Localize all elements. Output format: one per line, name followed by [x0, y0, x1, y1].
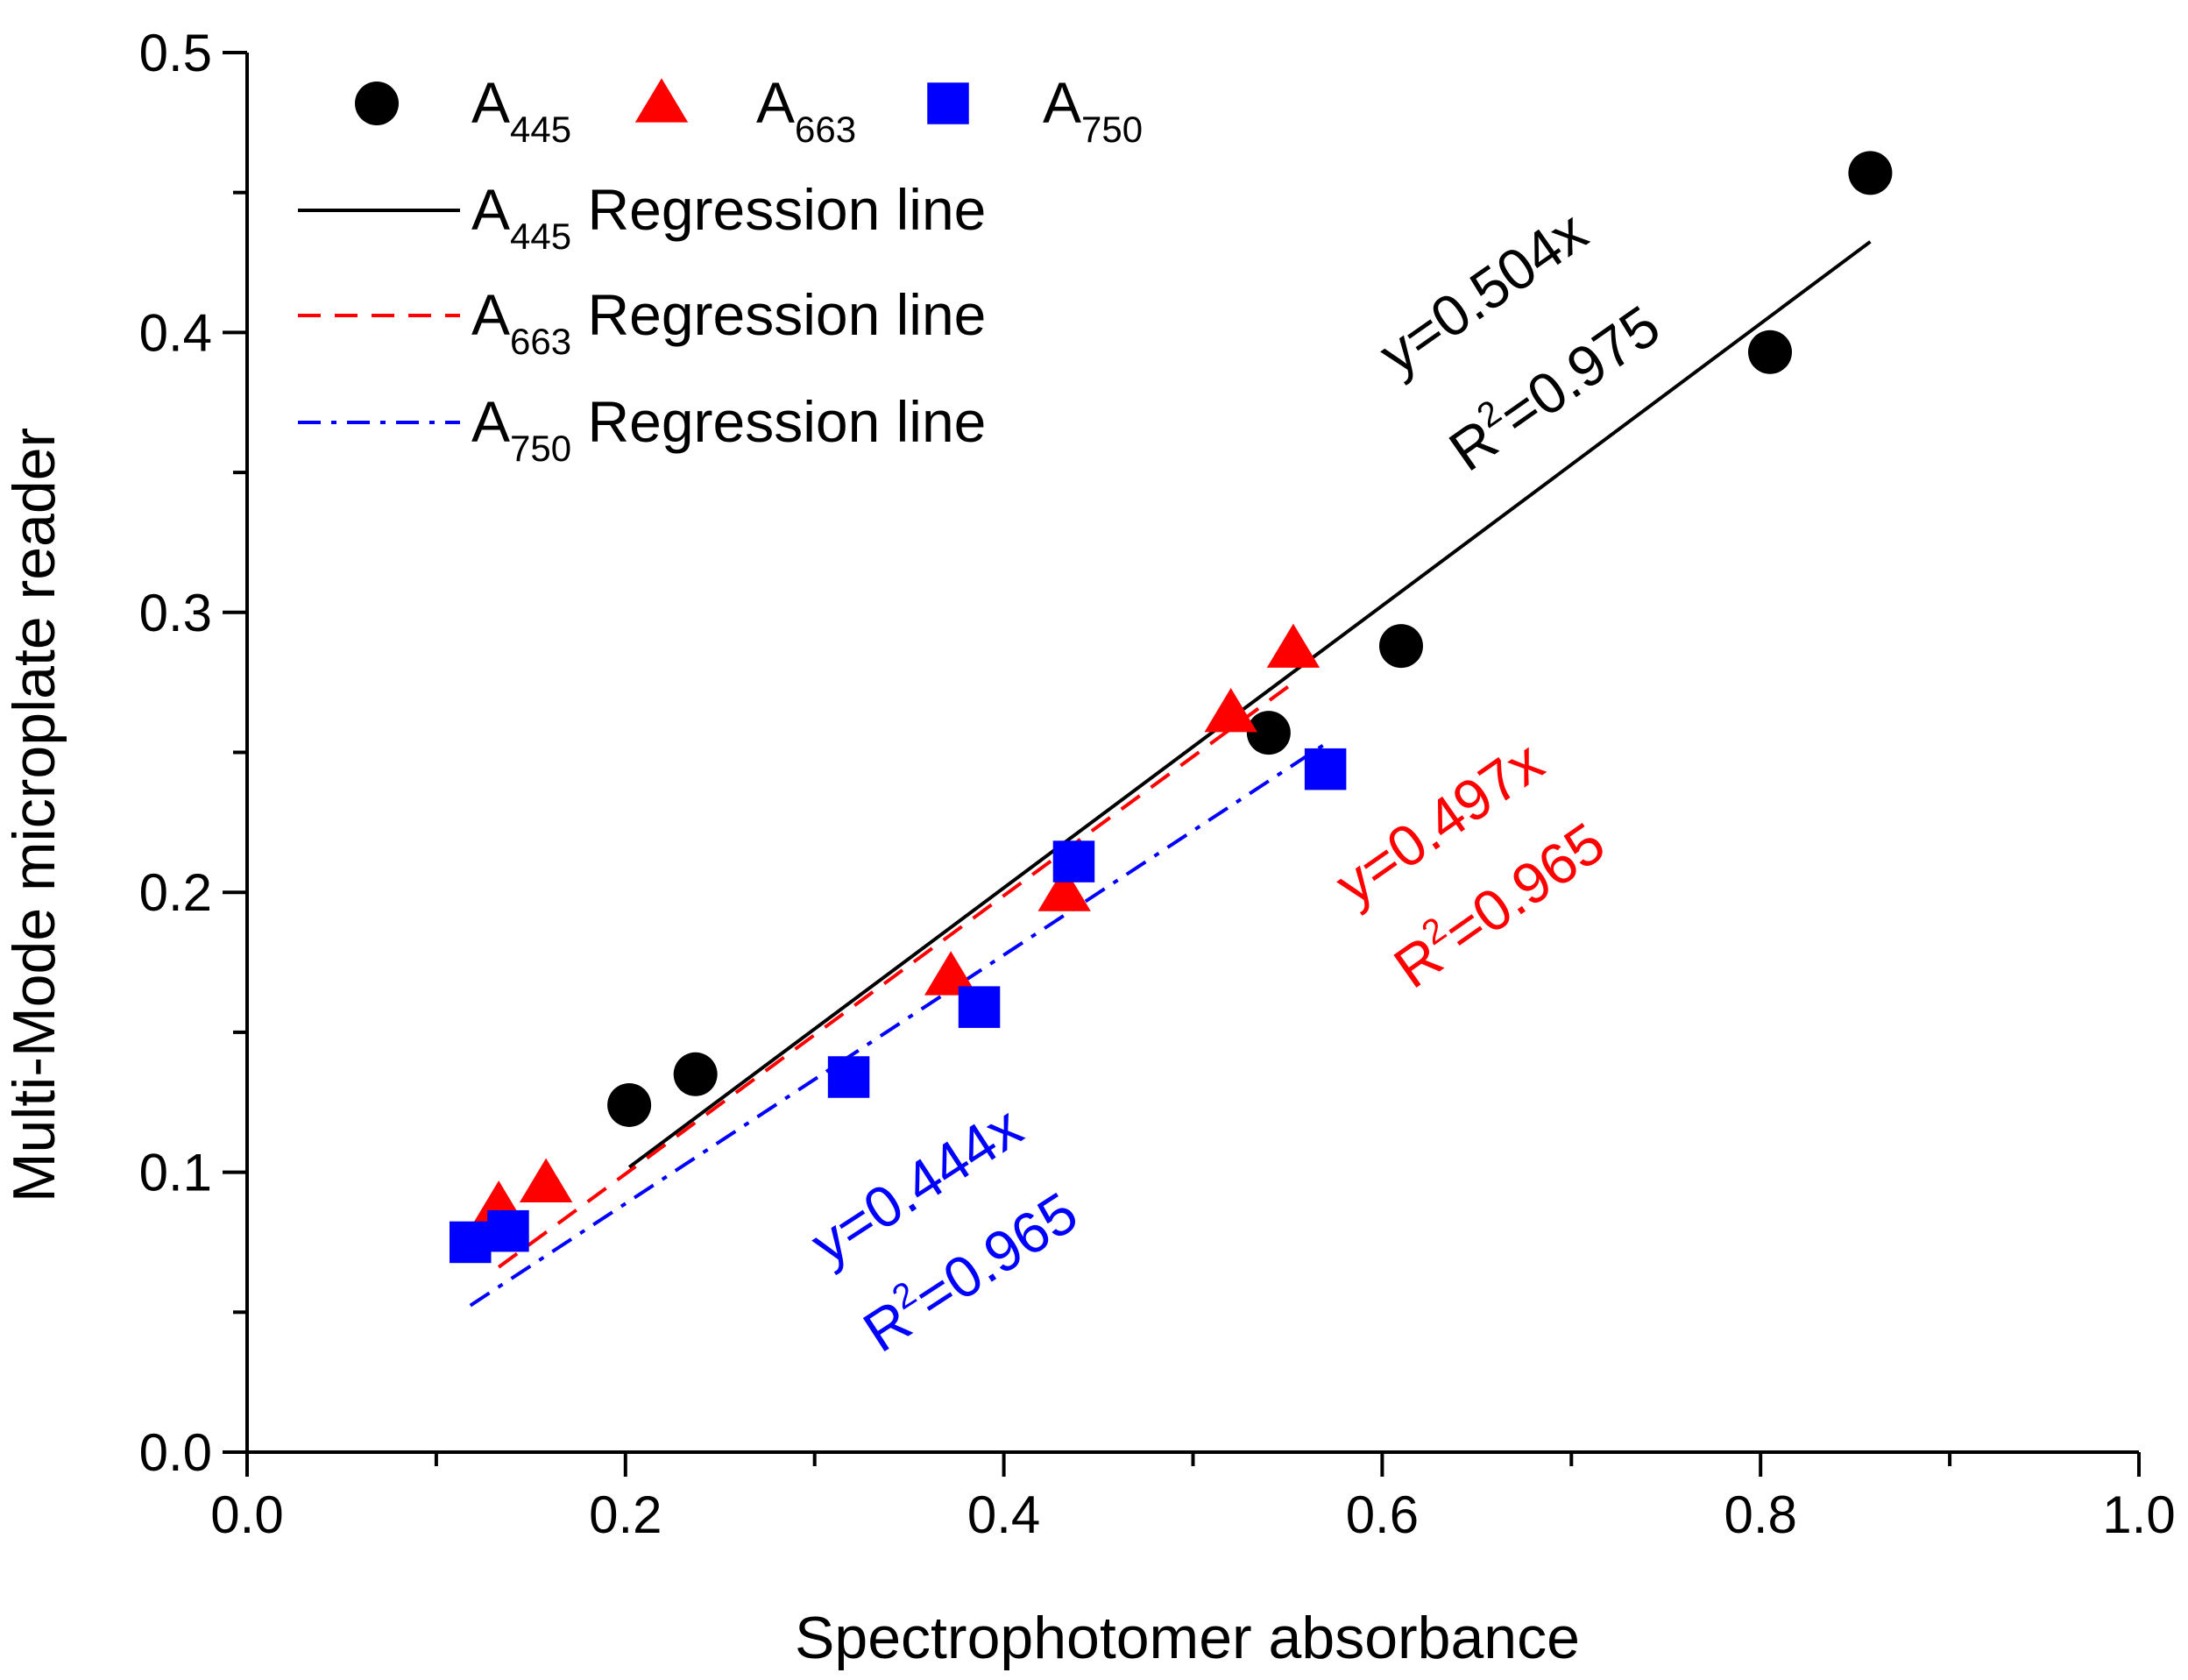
- x-axis-title: Spectrophotomer absorbance: [795, 1605, 1580, 1671]
- x-tick-label: 0.2: [589, 1485, 662, 1544]
- data-point-445: [1246, 711, 1291, 755]
- data-point-445: [607, 1082, 652, 1127]
- regression-line-750: [469, 741, 1327, 1308]
- legend-line-label-750: A750 Regression line: [471, 389, 986, 469]
- data-point-663: [1037, 867, 1091, 911]
- legend-line-label-663: A663 Regression line: [471, 282, 986, 362]
- data-point-750: [827, 1056, 870, 1098]
- legend-label-base: A: [471, 70, 510, 135]
- data-point-445: [1378, 624, 1423, 669]
- y-axis-title: Multi-Mode microplate reader: [1, 428, 67, 1202]
- legend-label-663: A663: [756, 70, 856, 150]
- legend-marker-750: [927, 82, 969, 124]
- legend-line-label-sub: 663: [510, 321, 571, 362]
- legend-line-label-rest: Regression line: [571, 177, 986, 242]
- data-point-663: [924, 951, 978, 996]
- x-tick-label: 0.8: [1724, 1485, 1796, 1544]
- legend-line-label-base: A: [471, 282, 510, 347]
- legend-line-label-base: A: [471, 389, 510, 454]
- data-point-750: [487, 1209, 529, 1252]
- legend-label-base: A: [756, 70, 795, 135]
- y-tick-label: 0.5: [139, 24, 212, 82]
- data-point-750: [958, 986, 1001, 1028]
- r2-value: =0.975: [1488, 293, 1671, 448]
- y-tick-label: 0.3: [139, 584, 212, 642]
- data-point-445: [1747, 330, 1792, 374]
- data-points: [450, 151, 1893, 1264]
- data-point-663: [1204, 688, 1257, 733]
- legend-label-445: A445: [471, 70, 571, 150]
- x-tick-label: 1.0: [2102, 1485, 2175, 1544]
- legend-line-label-rest: Regression line: [571, 282, 986, 347]
- y-tick-label: 0.1: [139, 1144, 212, 1202]
- legend-line-label-sub: 445: [510, 216, 571, 257]
- y-tick-label: 0.2: [139, 863, 212, 922]
- y-tick-label: 0.0: [139, 1423, 212, 1482]
- data-point-445: [673, 1052, 718, 1096]
- data-point-445: [1848, 151, 1893, 195]
- x-tick-label: 0.6: [1346, 1485, 1419, 1544]
- data-point-663: [1266, 623, 1321, 668]
- regression-lines: [469, 240, 1872, 1308]
- legend-label-base: A: [1043, 70, 1081, 135]
- x-tick-label: 0.0: [210, 1485, 283, 1544]
- data-point-750: [1304, 748, 1347, 790]
- legend-line-label-base: A: [471, 177, 510, 242]
- legend-line-label-445: A445 Regression line: [471, 177, 986, 257]
- regression-line-663: [497, 681, 1295, 1269]
- y-tick-label: 0.4: [139, 303, 212, 362]
- data-point-750: [1052, 840, 1095, 883]
- legend-label-sub: 663: [795, 109, 856, 150]
- legend-label-sub: 445: [510, 109, 571, 150]
- legend-label-sub: 750: [1081, 109, 1143, 150]
- x-tick-label: 0.4: [967, 1485, 1040, 1544]
- legend-line-label-sub: 750: [510, 428, 571, 469]
- legend-marker-445: [355, 82, 399, 125]
- regression-line-445: [627, 240, 1872, 1169]
- legend-label-750: A750: [1043, 70, 1143, 150]
- data-point-750: [450, 1221, 492, 1264]
- legend-marker-663: [634, 78, 689, 123]
- legend-line-label-rest: Regression line: [571, 389, 986, 454]
- axes: 0.0 0.2 0.4 0.6 0.8 1.0 0.0 0.1 0.2 0.3 0.4 0.5: [139, 24, 2176, 1544]
- data-point-663: [519, 1158, 573, 1202]
